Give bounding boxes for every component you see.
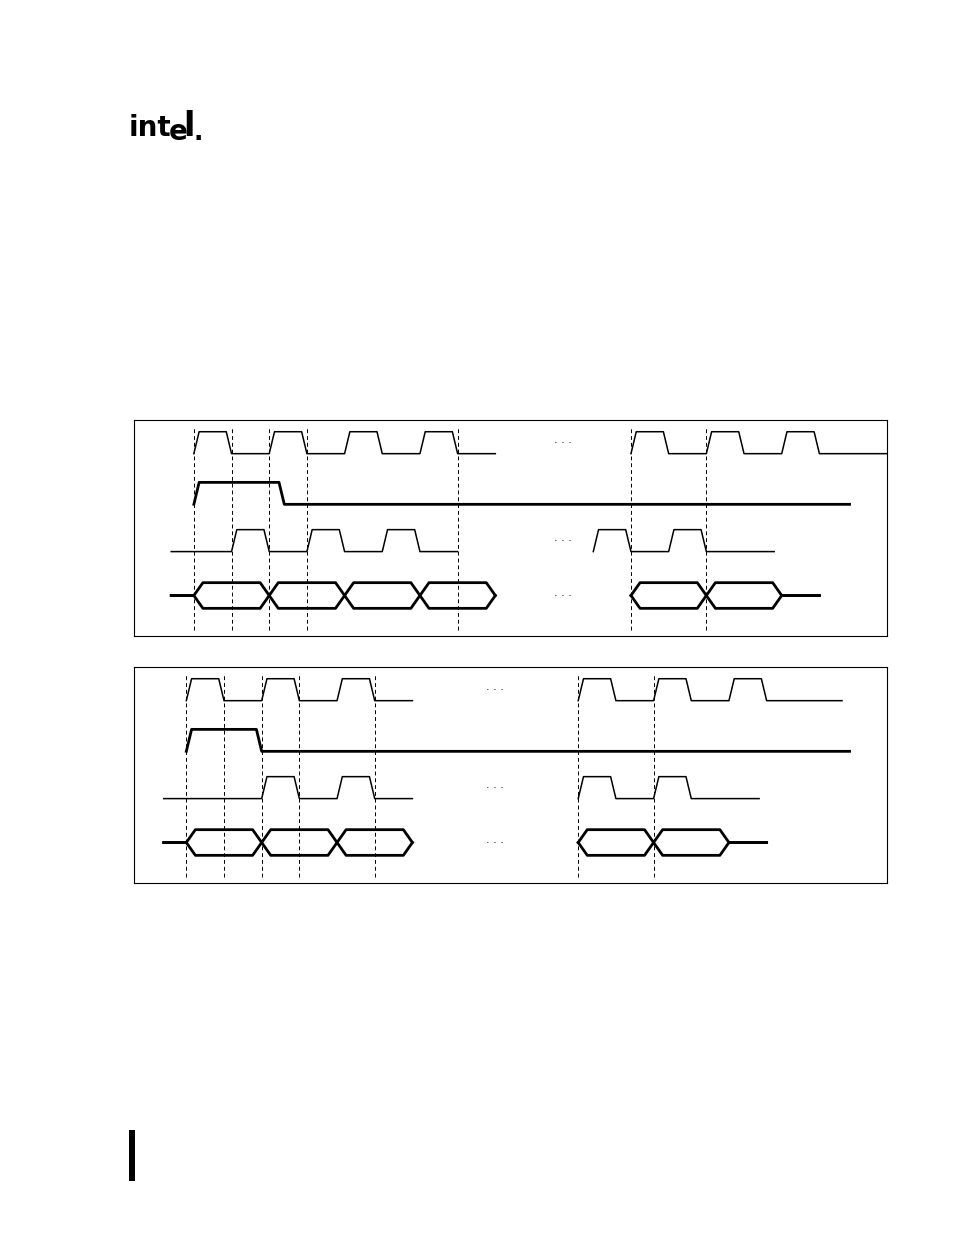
Text: · · ·: · · · xyxy=(554,536,572,546)
Text: · · ·: · · · xyxy=(486,684,504,695)
Text: int: int xyxy=(129,114,172,142)
Text: · · ·: · · · xyxy=(554,437,572,448)
Text: l: l xyxy=(183,110,194,143)
Text: .: . xyxy=(193,121,203,144)
Bar xyxy=(129,1130,134,1181)
Text: e: e xyxy=(169,117,188,146)
Text: · · ·: · · · xyxy=(554,590,572,600)
Text: · · ·: · · · xyxy=(486,783,504,793)
Text: · · ·: · · · xyxy=(486,837,504,847)
